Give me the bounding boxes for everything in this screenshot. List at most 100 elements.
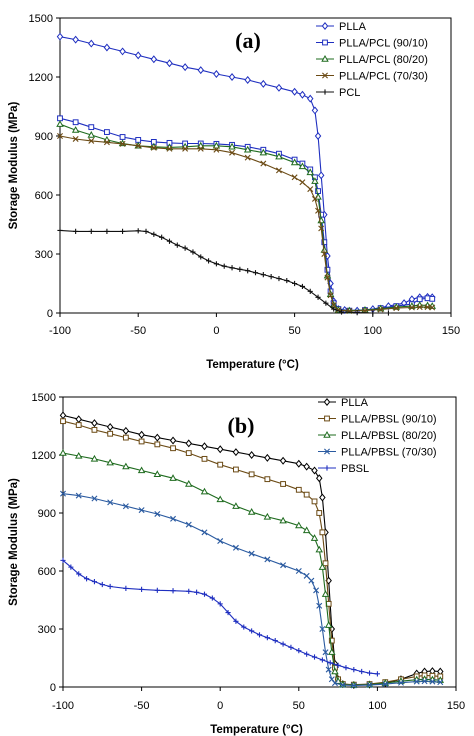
x-tick-label: 150: [442, 325, 460, 337]
data-point-marker: [290, 158, 299, 166]
data-point-marker: [275, 152, 283, 160]
data-point-marker: [56, 120, 64, 127]
data-point-marker: [169, 436, 177, 445]
data-point-marker: [159, 234, 165, 240]
data-point-marker: [135, 137, 142, 143]
data-point-marker: [382, 681, 389, 688]
data-point-marker: [122, 462, 130, 470]
data-point-marker: [331, 680, 338, 687]
legend-entry: PLLA/PCL (80/20): [316, 54, 428, 66]
data-point-marker: [324, 448, 330, 455]
data-point-marker: [134, 51, 142, 60]
data-point-marker: [327, 660, 333, 666]
data-point-marker: [421, 678, 428, 685]
data-point-marker: [217, 461, 224, 468]
data-point-marker: [323, 398, 331, 406]
data-point-marker: [408, 304, 415, 311]
data-point-marker: [72, 35, 79, 44]
data-point-marker: [280, 641, 286, 647]
data-point-marker: [99, 581, 105, 588]
data-point-marker: [338, 309, 345, 315]
data-point-marker: [241, 624, 247, 630]
data-point-marker: [429, 295, 436, 302]
data-point-marker: [304, 651, 310, 657]
series-pcl: [57, 227, 392, 316]
x-axis-label: Temperature (°C): [210, 724, 303, 736]
data-point-marker: [284, 277, 290, 284]
data-point-marker: [319, 657, 325, 663]
legend-entry: PLLA/PBSL (70/30): [318, 447, 437, 459]
data-point-marker: [279, 516, 287, 524]
data-point-marker: [416, 304, 423, 311]
data-point-marker: [57, 227, 63, 233]
data-point-marker: [185, 450, 192, 456]
x-tick-label: -100: [52, 700, 74, 712]
data-point-marker: [209, 595, 215, 601]
data-point-marker: [153, 470, 162, 478]
series-line: [59, 135, 433, 312]
data-point-marker: [318, 225, 325, 232]
data-point-marker: [324, 621, 333, 628]
data-point-marker: [75, 492, 82, 499]
data-point-marker: [228, 142, 236, 150]
data-point-marker: [248, 550, 255, 557]
data-point-marker: [68, 564, 74, 570]
data-point-marker: [264, 635, 270, 641]
data-point-marker: [221, 263, 227, 269]
data-point-marker: [272, 638, 278, 644]
data-point-marker: [327, 292, 334, 299]
x-tick-label: 0: [213, 325, 219, 337]
data-point-marker: [194, 589, 200, 595]
data-point-marker: [385, 310, 392, 316]
data-point-marker: [137, 466, 146, 474]
data-point-marker: [166, 145, 173, 152]
data-point-marker: [252, 270, 259, 276]
data-point-marker: [393, 305, 400, 312]
plot-frame: [62, 396, 457, 688]
data-point-marker: [319, 529, 326, 536]
data-point-marker: [247, 508, 256, 515]
data-point-marker: [313, 587, 320, 594]
data-point-marker: [185, 479, 193, 487]
legend-entry: PLLA/PCL (90/10): [316, 38, 428, 50]
data-point-marker: [205, 258, 212, 264]
data-point-marker: [321, 590, 330, 597]
data-point-marker: [201, 455, 208, 462]
data-point-marker: [318, 563, 327, 570]
data-point-marker: [264, 556, 271, 563]
data-point-marker: [328, 648, 336, 655]
data-point-marker: [416, 296, 423, 303]
data-point-marker: [424, 304, 431, 311]
chart-panel-a: -100 -50 0 50 100 150030060090012001500Temper…: [8, 13, 460, 371]
data-point-marker: [166, 238, 173, 244]
data-point-marker: [321, 251, 328, 257]
data-point-marker: [119, 140, 126, 147]
data-point-marker: [198, 254, 204, 260]
data-point-marker: [276, 275, 282, 282]
data-point-marker: [103, 43, 111, 52]
data-point-marker: [154, 433, 161, 442]
data-point-marker: [201, 442, 208, 451]
data-point-marker: [311, 654, 318, 660]
data-point-marker: [91, 426, 98, 433]
data-point-marker: [88, 228, 94, 234]
y-axis-label: Storage Modulus (MPa): [8, 101, 20, 229]
data-point-marker: [303, 491, 310, 498]
data-point-marker: [303, 572, 310, 579]
y-tick-label: 1500: [32, 392, 56, 404]
data-point-marker: [57, 133, 63, 139]
data-point-marker: [311, 177, 319, 184]
data-point-marker: [107, 583, 113, 590]
series-pbsl: [60, 557, 380, 677]
data-point-marker: [331, 306, 337, 312]
data-point-marker: [280, 562, 287, 569]
y-tick-label: 1500: [29, 13, 53, 25]
legend-label: PCL: [339, 87, 360, 99]
data-point-marker: [106, 422, 114, 431]
data-point-marker: [303, 462, 310, 471]
x-axis-label: Temperature (°C): [206, 359, 299, 371]
data-point-marker: [154, 587, 160, 593]
data-point-marker: [103, 139, 110, 146]
data-point-marker: [182, 245, 188, 251]
